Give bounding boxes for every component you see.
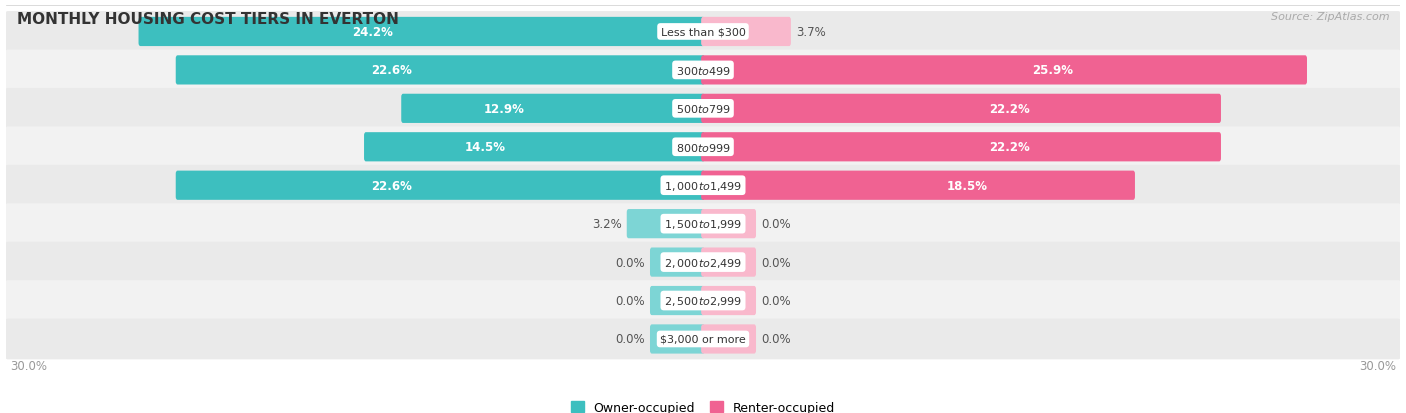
FancyBboxPatch shape (139, 18, 704, 47)
FancyBboxPatch shape (4, 242, 1402, 283)
FancyBboxPatch shape (401, 95, 704, 123)
Text: MONTHLY HOUSING COST TIERS IN EVERTON: MONTHLY HOUSING COST TIERS IN EVERTON (17, 12, 399, 27)
FancyBboxPatch shape (4, 50, 1402, 91)
FancyBboxPatch shape (702, 209, 756, 239)
FancyBboxPatch shape (176, 171, 704, 200)
Text: $2,000 to $2,499: $2,000 to $2,499 (664, 256, 742, 269)
FancyBboxPatch shape (702, 325, 756, 354)
FancyBboxPatch shape (702, 133, 1220, 162)
Text: 22.2%: 22.2% (990, 141, 1031, 154)
FancyBboxPatch shape (4, 319, 1402, 359)
Text: 3.2%: 3.2% (592, 218, 621, 230)
FancyBboxPatch shape (4, 127, 1402, 168)
FancyBboxPatch shape (702, 171, 1135, 200)
FancyBboxPatch shape (650, 286, 704, 316)
FancyBboxPatch shape (702, 95, 1220, 123)
Text: 0.0%: 0.0% (616, 332, 645, 346)
Legend: Owner-occupied, Renter-occupied: Owner-occupied, Renter-occupied (571, 401, 835, 413)
Text: 30.0%: 30.0% (10, 359, 48, 373)
Text: 14.5%: 14.5% (465, 141, 506, 154)
Text: 12.9%: 12.9% (484, 102, 524, 116)
Text: 0.0%: 0.0% (761, 332, 790, 346)
FancyBboxPatch shape (4, 204, 1402, 244)
FancyBboxPatch shape (702, 18, 792, 47)
FancyBboxPatch shape (650, 325, 704, 354)
Text: 30.0%: 30.0% (1358, 359, 1396, 373)
Text: 22.6%: 22.6% (371, 179, 412, 192)
FancyBboxPatch shape (702, 56, 1308, 85)
FancyBboxPatch shape (364, 133, 704, 162)
FancyBboxPatch shape (650, 248, 704, 277)
Text: Source: ZipAtlas.com: Source: ZipAtlas.com (1271, 12, 1389, 22)
Text: $1,500 to $1,999: $1,500 to $1,999 (664, 218, 742, 230)
FancyBboxPatch shape (4, 89, 1402, 129)
Text: 24.2%: 24.2% (353, 26, 394, 39)
Text: $500 to $799: $500 to $799 (675, 103, 731, 115)
Text: 0.0%: 0.0% (616, 294, 645, 307)
Text: 0.0%: 0.0% (616, 256, 645, 269)
Text: $1,000 to $1,499: $1,000 to $1,499 (664, 179, 742, 192)
Text: $2,500 to $2,999: $2,500 to $2,999 (664, 294, 742, 307)
Text: 18.5%: 18.5% (946, 179, 987, 192)
Text: 3.7%: 3.7% (796, 26, 825, 39)
FancyBboxPatch shape (627, 209, 704, 239)
Text: 22.2%: 22.2% (990, 102, 1031, 116)
Text: Less than $300: Less than $300 (661, 27, 745, 37)
Text: 25.9%: 25.9% (1032, 64, 1073, 77)
Text: $800 to $999: $800 to $999 (675, 141, 731, 153)
Text: 22.6%: 22.6% (371, 64, 412, 77)
FancyBboxPatch shape (176, 56, 704, 85)
Text: 0.0%: 0.0% (761, 218, 790, 230)
FancyBboxPatch shape (702, 248, 756, 277)
Text: $300 to $499: $300 to $499 (675, 65, 731, 77)
FancyBboxPatch shape (4, 280, 1402, 321)
Text: 0.0%: 0.0% (761, 294, 790, 307)
FancyBboxPatch shape (4, 12, 1402, 53)
Text: $3,000 or more: $3,000 or more (661, 334, 745, 344)
FancyBboxPatch shape (4, 166, 1402, 206)
Text: 0.0%: 0.0% (761, 256, 790, 269)
FancyBboxPatch shape (702, 286, 756, 316)
